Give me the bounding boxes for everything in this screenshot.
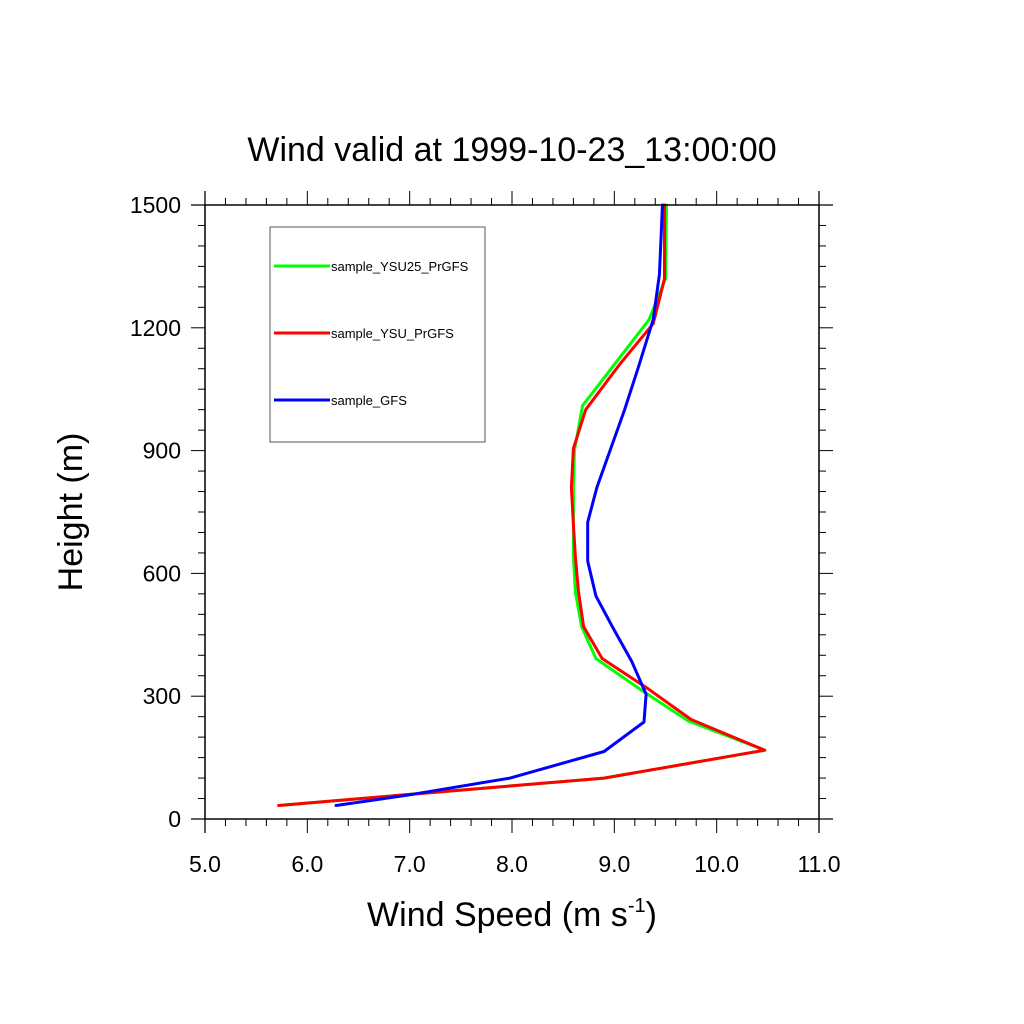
- legend-label-3: sample_GFS: [331, 393, 407, 408]
- legend-label-1: sample_YSU25_PrGFS: [331, 259, 469, 274]
- x-tick-label: 7.0: [394, 851, 426, 877]
- x-tick-label: 11.0: [797, 851, 840, 877]
- y-axis-label: Height (m): [52, 433, 90, 592]
- x-tick-label: 10.0: [694, 851, 739, 877]
- x-tick-label: 6.0: [291, 851, 323, 877]
- y-tick-label: 300: [143, 683, 181, 709]
- y-tick-label: 1200: [130, 315, 181, 341]
- ticks-layer: 5.0 6.0 7.0 8.0 9.0 10.0 11.0 0 300 600 900 1200 150…: [130, 191, 841, 877]
- series-line-2: [277, 203, 767, 807]
- legend: sample_YSU25_PrGFS sample_YSU_PrGFSsample…: [269, 226, 486, 443]
- x-axis-label-end: ): [646, 896, 657, 934]
- x-tick-label: 5.0: [189, 851, 221, 877]
- x-axis-label-superscript: -1: [628, 895, 646, 917]
- series-line-3: [334, 203, 664, 807]
- y-tick-label: 900: [143, 438, 181, 464]
- y-tick-label: 1500: [130, 192, 181, 218]
- y-tick-label: 600: [143, 560, 181, 586]
- x-tick-label: 8.0: [496, 851, 528, 877]
- legend-label-2: sample_YSU_PrGFS: [331, 326, 454, 341]
- plot-frame: [191, 191, 833, 833]
- chart-title: Wind valid at 1999-10-23_13:00:00: [247, 131, 776, 169]
- x-axis-label: Wind Speed (m s-1): [367, 895, 657, 934]
- x-axis-label-main: Wind Speed (m s: [367, 896, 628, 934]
- y-tick-label: 0: [168, 806, 181, 832]
- x-tick-label: 9.0: [598, 851, 630, 877]
- series-layer: [277, 203, 767, 807]
